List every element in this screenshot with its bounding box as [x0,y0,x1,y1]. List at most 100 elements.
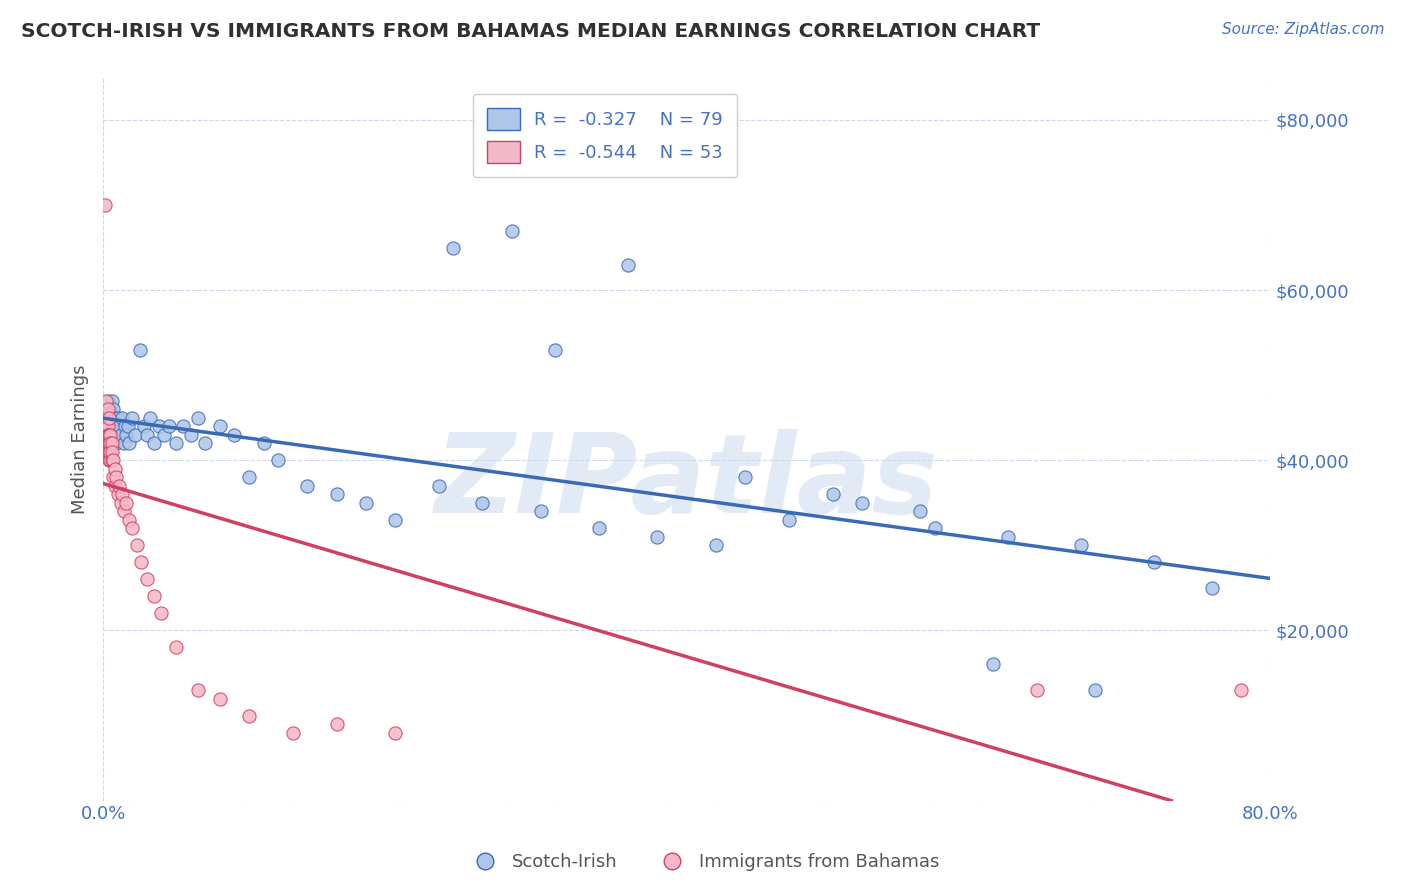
Point [97,436,120,450]
Point [101,444,124,458]
Point [94,427,117,442]
Point [208,691,231,706]
Point [97,419,120,434]
Point [187,683,209,698]
Point [135,427,157,442]
Point [252,436,274,450]
Point [103,419,125,434]
Point [121,410,143,425]
Point [153,427,176,442]
Point [143,436,166,450]
Point [1025,683,1047,698]
Point [96,444,118,458]
Point [96,402,118,417]
Point [105,436,128,450]
Point [117,419,139,434]
Point [1201,581,1223,595]
Point [108,479,131,493]
Point [172,419,194,434]
Point [100,427,122,442]
Point [101,436,124,450]
Point [100,419,122,434]
Point [124,427,146,442]
Point [427,479,450,493]
Point [208,419,231,434]
Point [97,427,120,442]
Point [238,708,260,723]
Point [104,479,127,493]
Point [325,487,347,501]
Point [851,496,873,510]
Point [107,410,129,425]
Point [105,419,128,434]
Point [103,402,125,417]
Point [325,717,347,731]
Point [97,410,120,425]
Legend: R =  -0.327    N = 79, R =  -0.544    N = 53: R = -0.327 N = 79, R = -0.544 N = 53 [472,94,737,178]
Point [93,410,115,425]
Point [224,427,246,442]
Point [924,521,946,535]
Point [778,513,800,527]
Point [104,462,127,476]
Point [821,487,844,501]
Point [588,521,610,535]
Point [101,453,124,467]
Point [111,410,134,425]
Point [150,607,173,621]
Text: ZIPatlas: ZIPatlas [434,429,939,536]
Point [180,427,202,442]
Point [135,573,157,587]
Point [94,436,117,450]
Point [281,725,304,739]
Point [96,427,118,442]
Point [96,427,118,442]
Point [148,419,170,434]
Point [530,504,553,518]
Point [165,436,187,450]
Point [734,470,756,484]
Point [101,410,124,425]
Point [128,343,150,357]
Point [94,427,117,442]
Point [997,530,1019,544]
Point [96,410,118,425]
Point [93,419,115,434]
Point [111,487,134,501]
Point [157,419,180,434]
Y-axis label: Median Earnings: Median Earnings [72,364,89,514]
Point [93,198,115,212]
Point [267,453,290,467]
Point [118,513,141,527]
Point [103,470,125,484]
Point [100,427,122,442]
Point [194,436,217,450]
Point [617,258,640,272]
Point [132,419,155,434]
Point [501,224,523,238]
Point [143,590,166,604]
Point [96,393,118,408]
Point [94,419,117,434]
Point [112,436,135,450]
Point [100,402,122,417]
Point [105,470,128,484]
Point [100,453,122,467]
Point [544,343,567,357]
Point [107,487,129,501]
Point [97,402,120,417]
Point [96,436,118,450]
Point [110,427,132,442]
Point [354,496,377,510]
Point [704,538,727,552]
Point [110,496,132,510]
Point [297,479,319,493]
Point [97,444,120,458]
Point [908,504,931,518]
Point [129,555,152,569]
Point [96,427,118,442]
Point [1230,683,1253,698]
Point [121,521,143,535]
Point [441,241,464,255]
Point [100,410,122,425]
